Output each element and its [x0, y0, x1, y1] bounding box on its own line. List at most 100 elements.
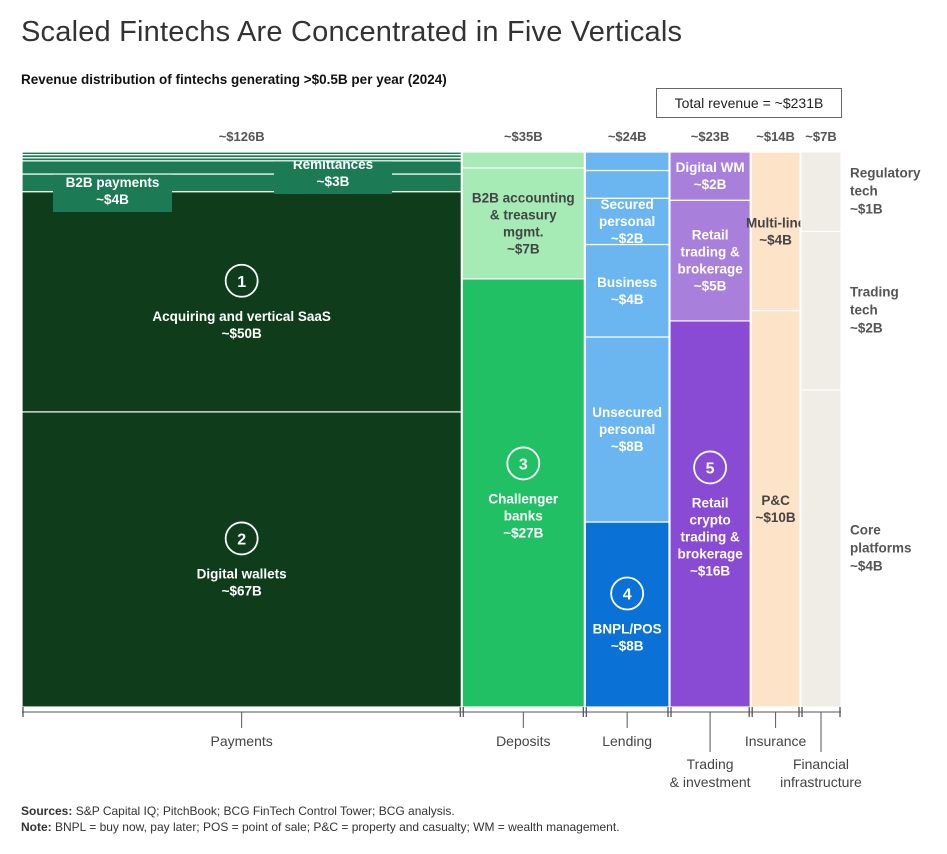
number-badge-circle [506, 446, 541, 481]
segment-label: Challenger [488, 491, 559, 506]
segment-label: Acquiring and vertical SaaS [152, 309, 331, 324]
segment-label: Digital WM [676, 160, 745, 175]
number-badge-circle [610, 576, 645, 611]
outside-segment-label: ~$4B [850, 558, 883, 573]
category-label: & investment [670, 774, 751, 790]
number-badge: 5 [706, 460, 715, 477]
segment-callout-badge [53, 170, 172, 212]
segment-retail-crypto-trading-brokerage [669, 320, 751, 708]
segment-regulatory-tech [800, 151, 842, 232]
segment-value: ~$4B [759, 232, 792, 247]
segment-label: brokerage [677, 546, 743, 561]
segment-label: B2B accounting [472, 190, 575, 205]
segment-trading-tech [800, 230, 842, 391]
segment-value: ~$27B [503, 525, 543, 540]
column-total-label: ~$24B [608, 129, 647, 144]
category-label: Deposits [496, 733, 550, 749]
outside-segment-label: ~$2B [850, 321, 883, 336]
segment-label: mgmt. [503, 224, 544, 239]
category-label: Insurance [745, 733, 807, 749]
segment-value: ~$50B [222, 326, 262, 341]
segment-label: banks [504, 508, 543, 523]
chart-title: Scaled Fintechs Are Concentrated in Five… [21, 16, 683, 48]
segment-label: P&C [761, 493, 790, 508]
sources-note: Sources: S&P Capital IQ; PitchBook; BCG … [21, 804, 455, 818]
column-total-label: ~$35B [504, 129, 543, 144]
outside-segment-label: tech [850, 184, 878, 199]
segment-label: Multi-line [746, 215, 806, 230]
segment-value: ~$8B [611, 439, 644, 454]
segment-label: personal [599, 214, 655, 229]
segment-value: ~$3B [317, 174, 350, 189]
column-total-label: ~$7B [805, 129, 836, 144]
column-total-label: ~$23B [691, 129, 730, 144]
segment-digital-wallets [21, 411, 462, 708]
segment-value: ~$8B [611, 639, 644, 654]
number-badge-circle [693, 450, 727, 485]
number-badge: 4 [623, 587, 632, 604]
segment-label: & treasury [490, 207, 557, 222]
abbreviation-note: Note: BNPL = buy now, pay later; POS = p… [21, 820, 620, 834]
segment-label: Digital wallets [197, 566, 287, 581]
segment-label: trading & [680, 245, 739, 260]
segment-core-platforms [800, 389, 842, 708]
segment-label: BNPL/POS [593, 622, 662, 637]
total-revenue-box: Total revenue = ~$231B [656, 88, 842, 118]
category-label: Payments [211, 733, 273, 749]
segment-label: B2B payments [66, 175, 160, 190]
note-label: Note: [21, 820, 52, 834]
segment-multi-line [750, 151, 801, 312]
segment-label: crypto [689, 512, 730, 527]
segment-secured-personal [584, 197, 670, 246]
category-label: Trading [687, 756, 734, 772]
segment-value: ~$2B [611, 231, 644, 246]
segment-value: ~$7B [507, 241, 540, 256]
segment-unsecured-personal [584, 336, 670, 523]
outside-segment-label: ~$1B [850, 202, 883, 217]
segment-label: Secured [601, 197, 654, 212]
category-label: Lending [602, 733, 652, 749]
sources-text: S&P Capital IQ; PitchBook; BCG FinTech C… [72, 804, 455, 818]
segment-p-c [750, 309, 801, 708]
segment-other [461, 151, 585, 169]
number-badge-circle [224, 521, 259, 556]
segment-value: ~$4B [611, 292, 644, 307]
segment-label: brokerage [677, 262, 743, 277]
number-badge: 1 [237, 274, 246, 291]
outside-segment-label: Regulatory [850, 166, 921, 181]
segment-label: Unsecured [592, 405, 662, 420]
column-total-label: ~$14B [756, 129, 795, 144]
segment-acquiring-and-vertical-saas [21, 191, 462, 413]
sources-label: Sources: [21, 804, 73, 818]
outside-segment-label: Trading [850, 285, 899, 300]
segment-value: ~$2B [694, 177, 727, 192]
segment-bnpl-pos [584, 521, 670, 708]
outside-segment-label: platforms [850, 540, 912, 555]
chart-subtitle: Revenue distribution of fintechs generat… [21, 72, 447, 87]
segment-b2b-accounting-treasury-mgmt- [461, 167, 585, 280]
number-badge-circle [224, 263, 259, 298]
segment-label: Retail [692, 228, 729, 243]
segment-other [584, 169, 670, 199]
segment-retail-trading-brokerage [669, 199, 751, 322]
segment-other [584, 151, 670, 172]
segment-value: ~$5B [694, 279, 727, 294]
column-total-label: ~$126B [219, 129, 265, 144]
outside-segment-label: tech [850, 303, 878, 318]
segment-label: Business [597, 275, 657, 290]
segment-challenger-banks [461, 278, 585, 708]
segment-value: ~$67B [222, 583, 262, 598]
number-badge: 3 [519, 456, 528, 473]
segment-other [21, 151, 462, 156]
segment-label: personal [599, 422, 655, 437]
category-label: Financial [793, 756, 849, 772]
segment-value: ~$16B [690, 563, 730, 578]
note-text: BNPL = buy now, pay later; POS = point o… [51, 820, 620, 834]
segment-value: ~$10B [756, 510, 796, 525]
segment-label: trading & [680, 529, 739, 544]
segment-digital-wm [669, 151, 751, 201]
segment-value: ~$4B [96, 192, 129, 207]
number-badge: 2 [237, 531, 246, 548]
